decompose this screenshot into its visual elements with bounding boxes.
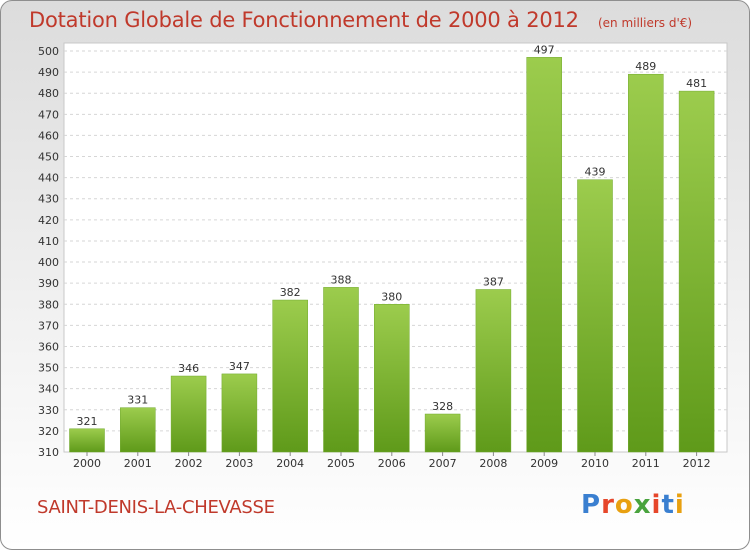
y-tick-label: 380 bbox=[38, 298, 59, 311]
data-label-2004: 382 bbox=[280, 286, 301, 299]
data-label-2009: 497 bbox=[534, 43, 555, 56]
bar-2012 bbox=[678, 90, 715, 453]
x-tick-label-2003: 2003 bbox=[225, 457, 253, 470]
x-tick-label-2011: 2011 bbox=[632, 457, 660, 470]
bar-2006 bbox=[374, 304, 410, 453]
x-tick-label-2005: 2005 bbox=[327, 457, 355, 470]
bar-2003 bbox=[221, 373, 258, 453]
y-tick-label: 450 bbox=[38, 151, 59, 164]
data-label-2002: 346 bbox=[178, 362, 199, 375]
bars bbox=[69, 57, 715, 453]
y-tick-label: 420 bbox=[38, 214, 59, 227]
y-tick-label: 400 bbox=[38, 256, 59, 269]
y-tick-label: 440 bbox=[38, 172, 59, 185]
x-tick-label-2007: 2007 bbox=[429, 457, 457, 470]
bar-2001 bbox=[120, 407, 156, 453]
bar-2007 bbox=[424, 413, 461, 453]
logo-letter: o bbox=[614, 490, 634, 520]
x-tick-label-2012: 2012 bbox=[683, 457, 711, 470]
data-label-2012: 481 bbox=[686, 77, 707, 90]
data-label-2006: 380 bbox=[381, 290, 402, 303]
x-tick-label-2000: 2000 bbox=[73, 457, 101, 470]
bar-2004 bbox=[272, 299, 308, 453]
data-label-2001: 331 bbox=[127, 394, 148, 407]
y-tick-label: 430 bbox=[38, 193, 59, 206]
x-tick-label-2001: 2001 bbox=[124, 457, 152, 470]
proxiti-logo[interactable]: Proxiti bbox=[581, 490, 685, 520]
y-tick-label: 410 bbox=[38, 235, 59, 248]
logo-letter: i bbox=[651, 490, 662, 520]
title-row: Dotation Globale de Fonctionnement de 20… bbox=[29, 8, 692, 32]
data-label-2010: 439 bbox=[585, 166, 606, 179]
y-tick-label: 360 bbox=[38, 340, 59, 353]
logo-letter: i bbox=[674, 490, 685, 520]
bar-2009 bbox=[526, 57, 562, 453]
y-tick-label: 480 bbox=[38, 87, 59, 100]
commune-name: SAINT-DENIS-LA-CHEVASSE bbox=[37, 497, 275, 518]
y-axis-ticks: 310 320 330 340 350 360 370 380 390 400 410 420 430 4… bbox=[38, 45, 59, 459]
y-tick-label: 390 bbox=[38, 277, 59, 290]
logo-letter: P bbox=[581, 490, 602, 520]
y-tick-label: 330 bbox=[38, 404, 59, 417]
x-tick-label-2002: 2002 bbox=[175, 457, 203, 470]
data-label-2000: 321 bbox=[77, 415, 98, 428]
y-tick-label: 470 bbox=[38, 108, 59, 121]
bar-2008 bbox=[475, 289, 512, 453]
y-tick-label: 350 bbox=[38, 362, 59, 375]
data-label-2008: 387 bbox=[483, 275, 504, 288]
x-tick-label-2006: 2006 bbox=[378, 457, 406, 470]
data-label-2011: 489 bbox=[635, 60, 656, 73]
chart-unit: (en milliers d'€) bbox=[597, 16, 693, 30]
x-axis-ticks: 2000 2001 2002 2003 2004 2005 2006 2007 2008 2009… bbox=[73, 452, 711, 470]
y-tick-label: 490 bbox=[38, 66, 59, 79]
data-label-2003: 347 bbox=[229, 360, 250, 373]
x-tick-label-2008: 2008 bbox=[479, 457, 507, 470]
chart-title: Dotation Globale de Fonctionnement de 20… bbox=[29, 8, 579, 32]
data-labels: 321 331 346 347 382 388 380 328 387 497 439 489 481 bbox=[77, 43, 708, 427]
logo-letter: t bbox=[661, 490, 675, 520]
y-tick-label: 370 bbox=[38, 319, 59, 332]
bar-2000 bbox=[69, 428, 105, 453]
y-tick-label: 460 bbox=[38, 129, 59, 142]
logo-letter: x bbox=[633, 490, 652, 520]
y-tick-label: 320 bbox=[38, 425, 59, 438]
bar-2011 bbox=[628, 73, 664, 453]
bar-2002 bbox=[170, 375, 207, 453]
y-tick-label: 310 bbox=[38, 446, 59, 459]
data-label-2007: 328 bbox=[432, 400, 453, 413]
data-label-2005: 388 bbox=[331, 273, 352, 286]
y-tick-label: 500 bbox=[38, 45, 59, 58]
x-tick-label-2010: 2010 bbox=[581, 457, 609, 470]
y-tick-label: 340 bbox=[38, 383, 59, 396]
bar-2005 bbox=[323, 287, 359, 453]
bar-2010 bbox=[577, 179, 613, 453]
x-tick-label-2004: 2004 bbox=[276, 457, 304, 470]
logo-letter: r bbox=[601, 490, 615, 520]
x-tick-label-2009: 2009 bbox=[530, 457, 558, 470]
